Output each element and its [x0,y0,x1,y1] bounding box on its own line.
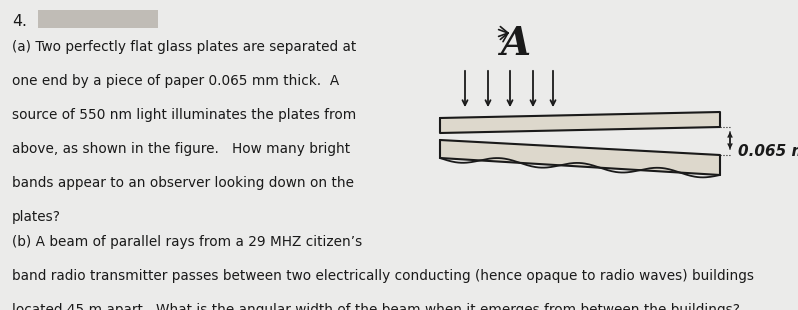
Text: (a) Two perfectly flat glass plates are separated at: (a) Two perfectly flat glass plates are … [12,40,356,54]
Text: 4.: 4. [12,14,27,29]
Polygon shape [440,112,720,133]
Text: (b) A beam of parallel rays from a 29 MHZ citizen’s: (b) A beam of parallel rays from a 29 MH… [12,235,362,249]
Text: above, as shown in the figure.   How many bright: above, as shown in the figure. How many … [12,142,350,156]
Text: band radio transmitter passes between two electrically conducting (hence opaque : band radio transmitter passes between tw… [12,269,754,283]
Text: bands appear to an observer looking down on the: bands appear to an observer looking down… [12,176,354,190]
Text: plates?: plates? [12,210,61,224]
Text: A: A [500,25,530,63]
Polygon shape [440,140,720,175]
Text: one end by a piece of paper 0.065 mm thick.  A: one end by a piece of paper 0.065 mm thi… [12,74,339,88]
Text: located 45 m apart.  What is the angular width of the beam when it emerges from : located 45 m apart. What is the angular … [12,303,740,310]
FancyBboxPatch shape [38,10,158,28]
Text: source of 550 nm light illuminates the plates from: source of 550 nm light illuminates the p… [12,108,356,122]
Text: 0.065 mm: 0.065 mm [738,144,798,158]
